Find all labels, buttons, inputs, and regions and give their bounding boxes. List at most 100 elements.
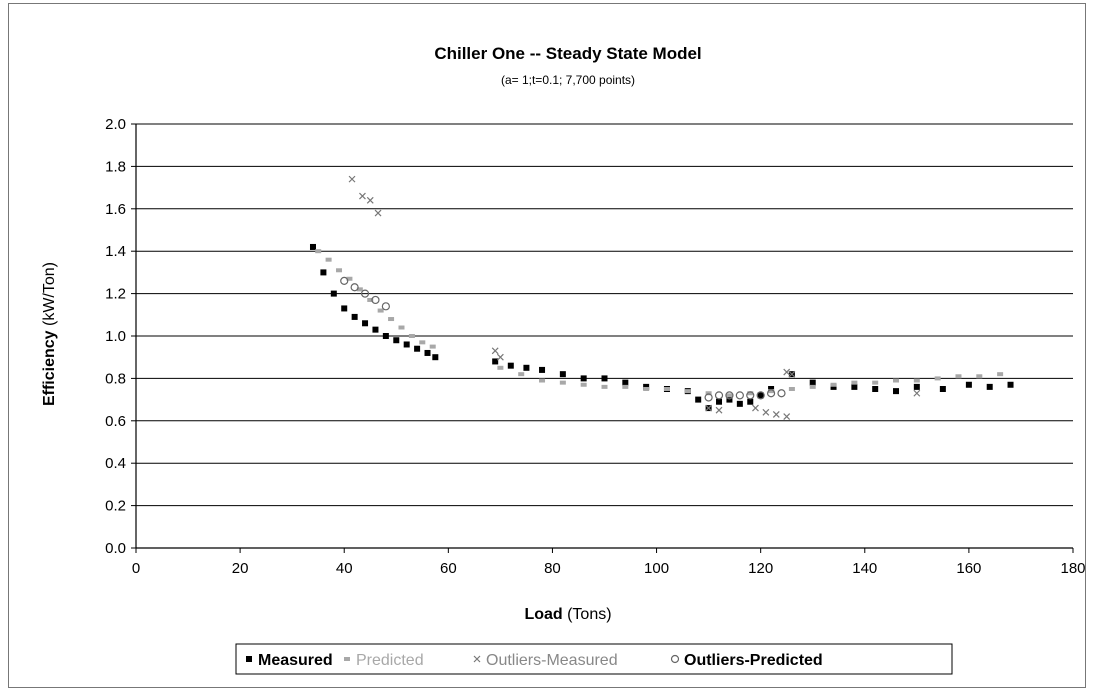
data-point bbox=[408, 334, 415, 338]
data-point bbox=[366, 196, 374, 204]
data-point bbox=[736, 400, 743, 407]
data-point bbox=[762, 408, 770, 416]
series-outliers-predicted bbox=[340, 276, 786, 402]
x-tick-label: 20 bbox=[232, 560, 249, 577]
data-point bbox=[783, 368, 791, 376]
y-axis-label-unit: (kW/Ton) bbox=[41, 262, 58, 330]
data-point bbox=[809, 384, 816, 389]
data-point bbox=[340, 276, 349, 285]
data-point bbox=[580, 375, 587, 382]
legend-marker-outliers-predicted bbox=[670, 654, 680, 664]
x-tick-labels: 0 20 40 60 80 100 120 140 160 180 bbox=[132, 560, 1086, 577]
data-point bbox=[663, 387, 670, 391]
data-point bbox=[893, 388, 900, 395]
data-point bbox=[414, 345, 421, 352]
data-point bbox=[934, 376, 941, 381]
data-point bbox=[772, 411, 780, 418]
data-point bbox=[403, 341, 410, 348]
data-point bbox=[788, 370, 796, 378]
data-point bbox=[362, 320, 369, 327]
data-point bbox=[913, 389, 921, 397]
data-point bbox=[965, 381, 972, 388]
data-point bbox=[695, 396, 702, 403]
legend-marker-predicted bbox=[344, 657, 350, 661]
series-outliers-measured bbox=[348, 175, 921, 420]
x-tick-label: 40 bbox=[336, 560, 353, 577]
data-point bbox=[726, 396, 733, 403]
data-points bbox=[309, 175, 1014, 420]
x-axis-label-unit: (Tons) bbox=[563, 606, 612, 623]
data-point bbox=[851, 383, 858, 390]
data-point bbox=[325, 257, 332, 262]
x-axis-label: Load (Tons) bbox=[524, 606, 611, 623]
x-tick-label: 140 bbox=[852, 560, 877, 577]
data-point bbox=[372, 326, 379, 333]
data-point bbox=[360, 289, 370, 298]
data-point bbox=[747, 398, 754, 405]
data-point bbox=[559, 380, 566, 385]
y-tick-label: 2.0 bbox=[105, 116, 126, 133]
data-point bbox=[341, 305, 348, 312]
axes bbox=[135, 124, 1073, 549]
data-point bbox=[320, 269, 327, 276]
data-point bbox=[986, 383, 993, 390]
data-point bbox=[580, 382, 587, 387]
data-point bbox=[783, 413, 791, 420]
data-point bbox=[747, 391, 754, 396]
x-tick-label: 0 bbox=[132, 560, 140, 577]
data-point bbox=[350, 283, 359, 292]
data-point bbox=[705, 391, 712, 396]
data-point bbox=[714, 391, 724, 400]
data-point bbox=[336, 268, 343, 273]
data-point bbox=[377, 308, 384, 313]
data-point bbox=[491, 347, 499, 355]
chart-subtitle: (a= 1;t=0.1; 7,700 points) bbox=[501, 73, 635, 87]
data-point bbox=[913, 378, 920, 383]
data-point bbox=[492, 358, 499, 365]
data-point bbox=[752, 404, 759, 412]
data-point bbox=[371, 295, 380, 305]
y-tick-label: 0.6 bbox=[105, 413, 126, 430]
data-point bbox=[705, 404, 713, 412]
data-point bbox=[830, 383, 837, 390]
data-point bbox=[429, 344, 436, 349]
y-tick-label: 1.2 bbox=[105, 286, 126, 303]
data-point bbox=[768, 386, 775, 392]
x-tick-label: 100 bbox=[644, 560, 669, 577]
data-point bbox=[381, 302, 390, 311]
data-point bbox=[359, 192, 366, 200]
series-predicted bbox=[315, 249, 1004, 398]
legend-marker-outliers-measured bbox=[473, 655, 481, 663]
data-point bbox=[851, 380, 858, 385]
data-point bbox=[523, 364, 530, 371]
data-point bbox=[939, 386, 946, 392]
y-tick-label: 1.4 bbox=[105, 243, 126, 260]
y-tick-label: 0.8 bbox=[105, 370, 126, 387]
data-point bbox=[725, 391, 734, 400]
data-point bbox=[777, 389, 786, 398]
data-point bbox=[393, 337, 400, 344]
y-tick-label: 1.8 bbox=[105, 158, 126, 175]
data-point bbox=[346, 276, 353, 281]
legend-label: Outliers-Predicted bbox=[684, 652, 823, 669]
chart-title: Chiller One -- Steady State Model bbox=[434, 44, 701, 63]
data-point bbox=[398, 325, 405, 330]
data-point bbox=[788, 387, 795, 391]
data-point bbox=[997, 372, 1004, 377]
data-point bbox=[374, 209, 382, 217]
y-tick-label: 0.2 bbox=[105, 498, 126, 515]
data-point bbox=[309, 243, 316, 250]
legend-label: Predicted bbox=[356, 652, 424, 669]
data-point bbox=[913, 383, 920, 390]
x-tick-label: 160 bbox=[956, 560, 981, 577]
data-point bbox=[726, 393, 733, 398]
x-axis-label-bold: Load bbox=[524, 606, 562, 623]
data-point bbox=[872, 380, 879, 385]
data-point bbox=[716, 398, 723, 405]
data-point bbox=[497, 365, 504, 370]
data-point bbox=[367, 297, 374, 302]
data-point bbox=[768, 389, 775, 394]
data-point bbox=[507, 362, 514, 369]
data-point bbox=[601, 375, 608, 382]
y-tick-label: 0.0 bbox=[105, 540, 126, 557]
